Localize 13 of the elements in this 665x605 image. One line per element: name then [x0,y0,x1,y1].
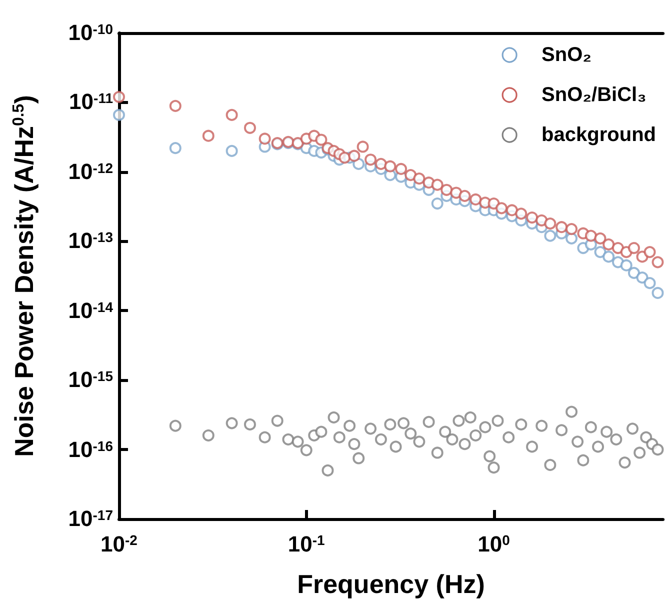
legend-label: background [542,124,656,146]
y-tick-label: 10$^{-11}$ [69,89,113,114]
y-tick-label: 10$^{-12}$ [68,158,113,184]
legend-label: SnO₂ [542,44,592,66]
legend-label: SnO₂/BiCl₃ [542,84,646,106]
y-tick-label: 10$^{-10}$ [68,20,113,45]
y-tick-label: 10$^{-15}$ [68,367,113,392]
y-tick-label: 10$^{-16}$ [68,436,113,462]
y-tick-label: 10$^{-13}$ [68,228,113,254]
y-tick-label: 10$^{-14}$ [68,298,113,323]
x-axis-title: Frequency (Hz) [297,569,485,599]
y-tick-label: 10$^{-17}$ [68,506,113,531]
y-axis-title: Noise Power Density (A/Hz0.5) [9,95,39,457]
